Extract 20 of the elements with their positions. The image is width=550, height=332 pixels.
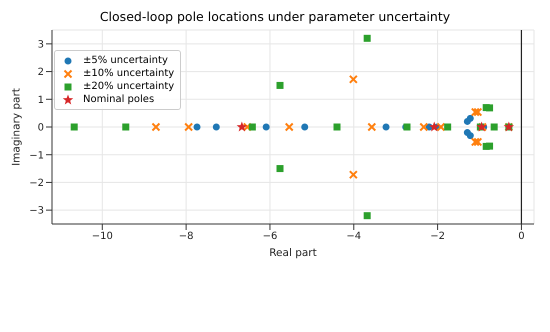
chart-title: Closed-loop pole locations under parameter uncertainty bbox=[98, 8, 452, 26]
y-tick-label: 0 bbox=[38, 122, 44, 134]
legend-label: ±20% uncertainty bbox=[83, 81, 174, 92]
y-tick-label: −3 bbox=[29, 206, 44, 217]
x-axis-title: Real part bbox=[269, 247, 317, 259]
x-tick-label: −8 bbox=[178, 231, 194, 242]
x-tick-label: 0 bbox=[518, 231, 525, 242]
y-tick-label: 2 bbox=[38, 67, 44, 78]
legend-label: Nominal poles bbox=[83, 94, 154, 105]
y-axis-title: Imaginary part bbox=[10, 88, 23, 166]
y-tick-label: −2 bbox=[29, 178, 44, 189]
legend-label: ±10% uncertainty bbox=[83, 68, 174, 79]
y-tick-label: 3 bbox=[38, 39, 44, 50]
legend-label: ±5% uncertainty bbox=[83, 55, 168, 66]
x-tick-label: −6 bbox=[262, 231, 278, 242]
x-tick-label: −10 bbox=[92, 231, 113, 242]
y-tick-label: 1 bbox=[38, 94, 44, 106]
x-tick-label: −2 bbox=[430, 231, 445, 242]
x-tick-label: −4 bbox=[346, 231, 362, 242]
y-tick-label: −1 bbox=[29, 150, 44, 162]
